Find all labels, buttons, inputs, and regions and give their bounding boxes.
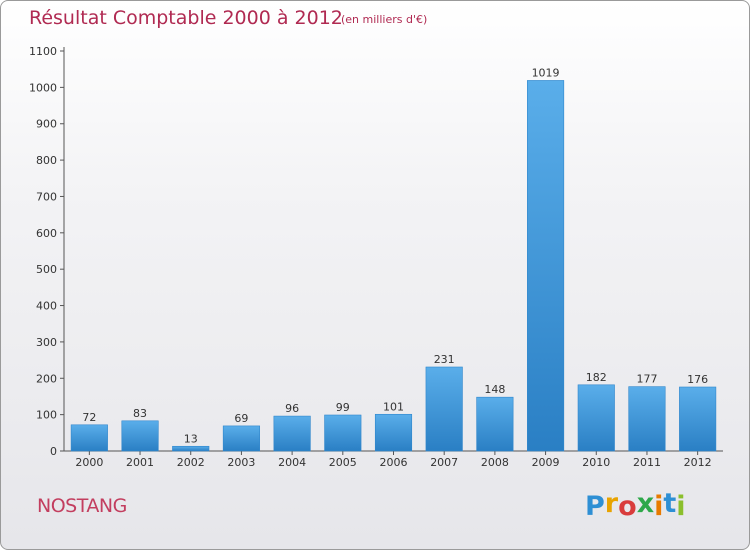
data-label-2010: 182 — [586, 371, 607, 384]
y-tick-label: 800 — [36, 154, 57, 167]
x-tick-label: 2000 — [75, 456, 103, 469]
y-tick-label: 700 — [36, 190, 57, 203]
logo-letter: t — [663, 488, 677, 519]
data-label-2006: 101 — [383, 400, 404, 413]
chart-labels: 2000 72 2001 83 2002 13 2003 69 2004 96 2005 99 2006… — [75, 66, 711, 469]
commune-name: NOSTANG — [37, 495, 127, 517]
data-label-2008: 148 — [484, 383, 505, 396]
bar-2007 — [425, 366, 463, 452]
x-tick-label: 2005 — [329, 456, 357, 469]
bar-2011 — [628, 386, 666, 452]
bar-2010 — [577, 384, 615, 452]
x-tick-label: 2003 — [227, 456, 255, 469]
bar-2008 — [476, 396, 514, 452]
logo-letter: i — [676, 491, 686, 522]
y-tick-label: 1000 — [29, 81, 57, 94]
logo-letter: P — [585, 491, 605, 522]
logo-letter: o — [618, 491, 637, 522]
bar-2004 — [273, 415, 311, 452]
y-tick-label: 900 — [36, 118, 57, 131]
x-tick-label: 2011 — [633, 456, 661, 469]
y-tick-label: 300 — [36, 336, 57, 349]
y-tick-label: 500 — [36, 263, 57, 276]
data-label-2001: 83 — [133, 407, 147, 420]
y-tick-label: 1100 — [29, 45, 57, 58]
bar-2003 — [222, 425, 260, 452]
x-tick-label: 2007 — [430, 456, 458, 469]
x-tick-label: 2002 — [177, 456, 205, 469]
x-tick-label: 2004 — [278, 456, 306, 469]
x-tick-label: 2012 — [684, 456, 712, 469]
y-tick-label: 600 — [36, 227, 57, 240]
x-tick-label: 2009 — [532, 456, 560, 469]
y-tick-label: 400 — [36, 300, 57, 313]
data-label-2009: 1019 — [532, 66, 560, 79]
bar-2000 — [70, 424, 108, 452]
data-label-2004: 96 — [285, 402, 299, 415]
bar-2001 — [121, 420, 159, 452]
logo-letter: i — [654, 491, 664, 522]
x-tick-label: 2006 — [380, 456, 408, 469]
y-tick-label: 200 — [36, 372, 57, 385]
data-label-2002: 13 — [184, 432, 198, 445]
data-label-2011: 177 — [636, 373, 657, 386]
chart-bars — [70, 80, 717, 452]
x-tick-label: 2010 — [582, 456, 610, 469]
bar-2005 — [324, 414, 362, 452]
chart-axes: 0 100 200 300 400 500 600 700 800 900 1000 1100 — [29, 45, 723, 458]
data-label-2007: 231 — [434, 353, 455, 366]
data-label-2012: 176 — [687, 373, 708, 386]
data-label-2005: 99 — [336, 401, 350, 414]
x-tick-label: 2008 — [481, 456, 509, 469]
bar-2006 — [374, 413, 413, 452]
bar-2009 — [527, 80, 565, 452]
chart-subtitle: (en milliers d'€) — [341, 13, 428, 26]
y-tick-label: 100 — [36, 409, 57, 422]
proxiti-logo: Proxiti — [585, 488, 686, 522]
y-tick-label: 0 — [50, 445, 57, 458]
data-label-2000: 72 — [82, 411, 96, 424]
bar-2012 — [679, 386, 717, 452]
x-tick-label: 2001 — [126, 456, 154, 469]
chart-title: Résultat Comptable 2000 à 2012 — [29, 7, 343, 29]
logo-letter: r — [604, 488, 619, 519]
bar-2002 — [172, 445, 210, 452]
data-label-2003: 69 — [234, 412, 248, 425]
logo-letter: x — [636, 488, 655, 519]
